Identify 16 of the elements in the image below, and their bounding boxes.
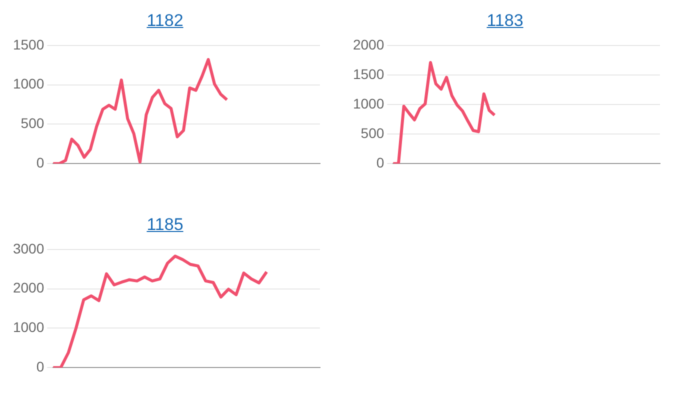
y-tick-label: 1500 (12, 36, 44, 52)
chart-title: 1183 (486, 10, 524, 32)
y-tick-label: 500 (360, 124, 384, 141)
y-tick-label: 1500 (352, 66, 384, 82)
y-tick-label: 0 (36, 154, 44, 170)
y-tick-label: 0 (36, 358, 44, 374)
y-tick-label: 2000 (352, 36, 384, 52)
y-tick-label: 3000 (12, 240, 44, 256)
y-tick-label: 1000 (12, 76, 44, 92)
y-tick-label: 0 (376, 154, 384, 170)
y-tick-label: 500 (20, 115, 44, 132)
y-tick-label: 2000 (12, 280, 44, 296)
y-tick-label: 1000 (352, 95, 384, 112)
chart-title: 1182 (146, 10, 184, 32)
chart-title: 1185 (146, 214, 184, 236)
y-tick-label: 1000 (12, 319, 44, 336)
